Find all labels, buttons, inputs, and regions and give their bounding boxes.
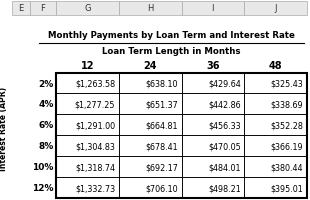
Text: $498.21: $498.21 [208, 183, 241, 192]
Text: $338.69: $338.69 [271, 100, 303, 109]
Text: $395.01: $395.01 [271, 183, 303, 192]
Bar [56, 94, 119, 115]
Text: 12%: 12% [32, 183, 54, 192]
Text: $1,304.83: $1,304.83 [75, 142, 115, 150]
Text: $1,263.58: $1,263.58 [75, 79, 115, 88]
Bar [56, 2, 119, 16]
Bar [119, 2, 181, 16]
Text: 36: 36 [206, 61, 219, 71]
Text: F: F [40, 4, 45, 13]
Bar [119, 94, 181, 115]
Bar [56, 136, 119, 156]
Text: Loan Term Length in Months: Loan Term Length in Months [102, 47, 241, 56]
Text: E: E [18, 4, 24, 13]
Text: $352.28: $352.28 [271, 121, 303, 130]
Text: $366.19: $366.19 [271, 142, 303, 150]
Bar [244, 177, 307, 198]
Bar [181, 156, 244, 177]
Bar [56, 177, 119, 198]
Text: 4%: 4% [38, 100, 54, 109]
Text: $1,318.74: $1,318.74 [75, 162, 115, 171]
Bar [181, 136, 244, 156]
Text: $429.64: $429.64 [208, 79, 241, 88]
Text: 8%: 8% [38, 142, 54, 150]
Text: $1,291.00: $1,291.00 [75, 121, 115, 130]
Text: $442.86: $442.86 [208, 100, 241, 109]
Bar [119, 177, 181, 198]
Text: $651.37: $651.37 [145, 100, 178, 109]
Text: H: H [147, 4, 153, 13]
Bar [244, 94, 307, 115]
Text: 6%: 6% [38, 121, 54, 130]
Text: 10%: 10% [32, 162, 54, 171]
Bar [181, 73, 244, 94]
Text: $456.33: $456.33 [208, 121, 241, 130]
Bar [244, 73, 307, 94]
Bar [181, 115, 244, 136]
Text: $664.81: $664.81 [145, 121, 178, 130]
Bar [119, 115, 181, 136]
Bar [119, 73, 181, 94]
Text: 48: 48 [269, 61, 282, 71]
Text: 2%: 2% [38, 79, 54, 88]
Bar [12, 2, 29, 16]
Bar [181, 94, 244, 115]
Text: J: J [274, 4, 277, 13]
Text: $470.05: $470.05 [208, 142, 241, 150]
Text: 12: 12 [81, 61, 94, 71]
Text: $638.10: $638.10 [145, 79, 178, 88]
Text: 24: 24 [144, 61, 157, 71]
Bar [181, 2, 244, 16]
Bar [244, 2, 307, 16]
Text: $678.41: $678.41 [145, 142, 178, 150]
Bar [119, 136, 181, 156]
Bar [56, 73, 307, 198]
Bar [244, 156, 307, 177]
Bar [56, 156, 119, 177]
Text: $484.01: $484.01 [208, 162, 241, 171]
Text: Monthly Payments by Loan Term and Interest Rate: Monthly Payments by Loan Term and Intere… [48, 31, 295, 40]
Bar [244, 115, 307, 136]
Text: $1,332.73: $1,332.73 [75, 183, 115, 192]
Bar [56, 73, 119, 94]
Bar [244, 136, 307, 156]
Text: $380.44: $380.44 [271, 162, 303, 171]
Text: $692.17: $692.17 [145, 162, 178, 171]
Text: Interest Rate (APR): Interest Rate (APR) [0, 86, 8, 170]
Bar [181, 177, 244, 198]
Text: $325.43: $325.43 [271, 79, 303, 88]
Bar [29, 2, 56, 16]
Bar [56, 115, 119, 136]
Text: $1,277.25: $1,277.25 [75, 100, 115, 109]
Bar [119, 156, 181, 177]
Text: $706.10: $706.10 [145, 183, 178, 192]
Text: I: I [212, 4, 214, 13]
Text: G: G [84, 4, 91, 13]
